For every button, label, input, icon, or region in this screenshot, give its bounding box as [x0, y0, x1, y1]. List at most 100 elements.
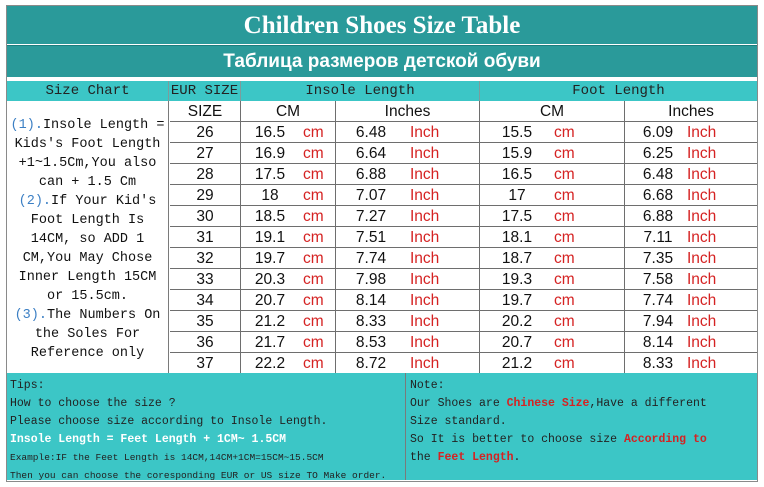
cell-foot-in: 6.88 Inch — [625, 206, 757, 227]
cell-insole-in-unit: Inch — [410, 229, 440, 246]
sidebar-text: Inner Length 15CM — [18, 270, 157, 285]
cell-foot-cm: 15.9 cm — [480, 143, 625, 164]
note-highlight: Chinese Size — [506, 397, 590, 410]
cell-insole-in-unit: Inch — [410, 145, 440, 162]
cell-foot-cm-unit: cm — [554, 229, 575, 246]
note-text: Our Shoes are — [410, 397, 507, 410]
cell-size: 36 — [170, 332, 241, 353]
cell-insole-cm: 21.7 cm — [241, 332, 336, 353]
note-heading: Note: — [410, 379, 445, 392]
note-number-2: (2). — [18, 194, 52, 209]
cell-foot-cm-unit: cm — [554, 292, 575, 309]
cell-foot-cm-unit: cm — [554, 250, 575, 267]
cell-foot-cm: 21.2 cm — [480, 353, 625, 374]
table-row: 29 18 cm 7.07 Inch 17 cm 6.68 Inch — [170, 185, 757, 206]
cell-foot-cm-value: 20.2 — [501, 313, 533, 330]
cell-insole-in: 8.33 Inch — [336, 311, 480, 332]
cell-foot-cm-unit: cm — [554, 271, 575, 288]
table-row: 33 20.3 cm 7.98 Inch 19.3 cm 7.58 Inch — [170, 269, 757, 290]
cell-insole-cm-unit: cm — [303, 187, 324, 204]
cell-foot-in-value: 7.35 — [642, 250, 674, 267]
table-row: 36 21.7 cm 8.53 Inch 20.7 cm 8.14 Inch — [170, 332, 757, 353]
cell-insole-cm: 19.1 cm — [241, 227, 336, 248]
cell-foot-in-unit: Inch — [687, 250, 717, 267]
cell-foot-in-unit: Inch — [687, 229, 717, 246]
cell-insole-in: 8.14 Inch — [336, 290, 480, 311]
cell-insole-cm-value: 18.5 — [254, 208, 286, 225]
cell-insole-in-value: 7.27 — [355, 208, 387, 225]
cell-foot-cm-value: 15.9 — [501, 145, 533, 162]
cell-insole-cm-unit: cm — [303, 313, 324, 330]
cell-insole-in-value: 8.14 — [355, 292, 387, 309]
cell-foot-cm-unit: cm — [554, 313, 575, 330]
note-highlight: According to — [623, 433, 707, 446]
cell-insole-in: 7.51 Inch — [336, 227, 480, 248]
header-insole-length: Insole Length — [241, 81, 480, 101]
cell-foot-in-unit: Inch — [687, 208, 717, 225]
note-text: the — [410, 451, 438, 464]
cell-foot-cm-unit: cm — [554, 334, 575, 351]
header-eur-size: EUR SIZE — [169, 81, 241, 101]
cell-insole-in: 6.64 Inch — [336, 143, 480, 164]
cell-foot-cm: 20.7 cm — [480, 332, 625, 353]
note-text: ,Have a different — [589, 397, 707, 410]
cell-foot-cm: 19.7 cm — [480, 290, 625, 311]
cell-foot-in-unit: Inch — [687, 145, 717, 162]
cell-foot-in-unit: Inch — [687, 124, 717, 141]
cell-foot-cm-value: 18.1 — [501, 229, 533, 246]
cell-insole-in-unit: Inch — [410, 166, 440, 183]
cell-insole-cm: 16.5 cm — [241, 122, 336, 143]
cell-foot-cm-unit: cm — [554, 124, 575, 141]
cell-insole-cm: 22.2 cm — [241, 353, 336, 374]
cell-foot-in-value: 6.88 — [642, 208, 674, 225]
cell-insole-cm-unit: cm — [303, 124, 324, 141]
tips-heading: Tips: — [10, 379, 45, 392]
cell-insole-in: 6.48 Inch — [336, 122, 480, 143]
cell-foot-in-value: 7.11 — [643, 229, 673, 246]
table-subheader-row: SIZE CM Inches CM Inches — [170, 101, 757, 122]
cell-size: 26 — [170, 122, 241, 143]
cell-foot-in-value: 6.25 — [642, 145, 674, 162]
table-row: 31 19.1 cm 7.51 Inch 18.1 cm 7.11 Inch — [170, 227, 757, 248]
cell-insole-in-value: 7.51 — [355, 229, 387, 246]
cell-foot-in-unit: Inch — [687, 271, 717, 288]
cell-insole-in-unit: Inch — [410, 208, 440, 225]
note-text: So It is better to choose size — [410, 433, 624, 446]
cell-size: 32 — [170, 248, 241, 269]
cell-size: 30 — [170, 206, 241, 227]
cell-foot-cm-value: 15.5 — [501, 124, 533, 141]
cell-foot-in: 7.11 Inch — [625, 227, 757, 248]
cell-foot-cm-value: 20.7 — [501, 334, 533, 351]
cell-insole-in: 7.27 Inch — [336, 206, 480, 227]
cell-insole-cm: 21.2 cm — [241, 311, 336, 332]
cell-foot-cm: 15.5 cm — [480, 122, 625, 143]
table-row: 35 21.2 cm 8.33 Inch 20.2 cm 7.94 Inch — [170, 311, 757, 332]
cell-foot-in: 6.25 Inch — [625, 143, 757, 164]
cell-insole-cm-unit: cm — [303, 145, 324, 162]
sidebar-text: Reference only — [30, 346, 145, 361]
cell-insole-cm-value: 21.7 — [254, 334, 286, 351]
cell-foot-in-unit: Inch — [687, 334, 717, 351]
cell-foot-cm-value: 21.2 — [501, 355, 533, 372]
cell-insole-in-unit: Inch — [410, 271, 440, 288]
cell-insole-cm-unit: cm — [303, 229, 324, 246]
cell-insole-cm-value: 18 — [261, 187, 279, 204]
table-row: 26 16.5 cm 6.48 Inch 15.5 cm 6.09 Inch — [170, 122, 757, 143]
cell-foot-cm: 20.2 cm — [480, 311, 625, 332]
cell-insole-in-unit: Inch — [410, 124, 440, 141]
sidebar-text: Kids's Foot Length — [14, 137, 161, 152]
note-text: Size standard. — [410, 415, 507, 428]
cell-insole-cm-unit: cm — [303, 292, 324, 309]
cell-insole-in-value: 8.53 — [355, 334, 387, 351]
cell-insole-in-value: 6.88 — [355, 166, 387, 183]
cell-insole-cm-value: 17.5 — [254, 166, 286, 183]
tips-text: Then you can choose the coresponding EUR… — [10, 470, 387, 481]
cell-insole-in-unit: Inch — [410, 334, 440, 351]
cell-size: 35 — [170, 311, 241, 332]
cell-insole-cm-value: 19.1 — [254, 229, 286, 246]
tips-text: How to choose the size ? — [10, 397, 176, 410]
tips-panel: Tips: How to choose the size ? Please ch… — [7, 373, 406, 481]
cell-foot-cm-unit: cm — [554, 145, 575, 162]
cell-foot-in-value: 7.58 — [642, 271, 674, 288]
note-number-3: (3). — [14, 308, 47, 323]
